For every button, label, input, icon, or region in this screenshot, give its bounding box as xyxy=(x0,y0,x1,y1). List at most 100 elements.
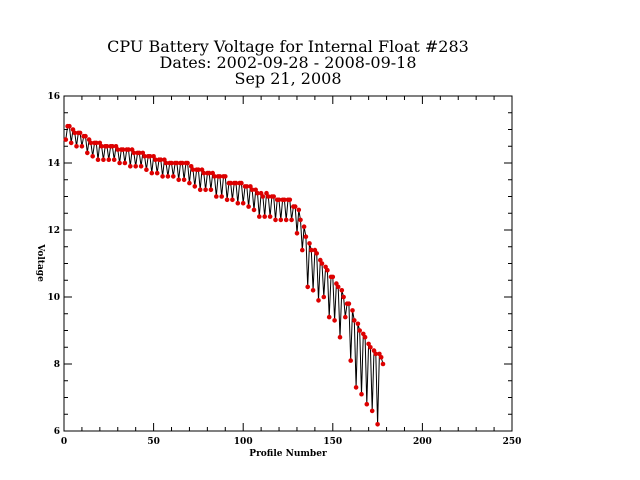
voltage-point xyxy=(348,358,354,363)
voltage-point xyxy=(257,214,262,219)
voltage-point xyxy=(203,187,208,193)
voltage-point xyxy=(153,157,158,162)
voltage-point xyxy=(303,234,309,239)
voltage-point xyxy=(163,160,169,166)
voltage-point xyxy=(106,157,112,162)
voltage-point xyxy=(244,184,250,189)
voltage-point xyxy=(160,174,165,179)
voltage-point xyxy=(83,133,88,139)
voltage-point xyxy=(255,190,260,196)
y-tick-label: 10 xyxy=(47,293,60,303)
voltage-point xyxy=(289,217,294,223)
voltage-point xyxy=(262,214,268,219)
voltage-point xyxy=(369,408,375,414)
voltage-point xyxy=(318,257,323,263)
voltage-point xyxy=(298,217,303,223)
voltage-point xyxy=(151,154,156,159)
voltage-point xyxy=(278,217,284,223)
x-tick-label: 0 xyxy=(61,437,67,447)
voltage-point xyxy=(197,187,203,193)
voltage-point xyxy=(110,144,115,149)
voltage-point xyxy=(120,147,126,152)
y-tick-label: 8 xyxy=(54,360,60,370)
voltage-point xyxy=(325,267,330,273)
voltage-point xyxy=(314,251,320,256)
voltage-point xyxy=(335,284,341,290)
voltage-point xyxy=(267,214,273,219)
voltage-point xyxy=(94,140,99,146)
voltage-point xyxy=(292,204,298,209)
voltage-point xyxy=(111,157,117,162)
voltage-point xyxy=(375,422,380,427)
x-tick-label: 200 xyxy=(413,437,432,447)
voltage-point xyxy=(337,334,343,340)
voltage-point xyxy=(171,174,176,179)
voltage-point xyxy=(273,217,278,223)
voltage-point xyxy=(185,160,190,166)
voltage-point xyxy=(343,314,348,320)
voltage-point xyxy=(378,355,384,360)
voltage-point xyxy=(138,164,144,169)
voltage-point xyxy=(350,308,355,313)
voltage-point xyxy=(326,314,332,320)
voltage-point xyxy=(212,174,217,179)
voltage-point xyxy=(373,351,379,357)
voltage-point xyxy=(137,150,142,156)
voltage-point xyxy=(224,197,230,203)
plot-frame xyxy=(63,95,513,432)
series-markers-group xyxy=(63,123,386,427)
voltage-point xyxy=(223,174,228,179)
voltage-point xyxy=(240,200,246,206)
voltage-point xyxy=(287,197,293,203)
voltage-point xyxy=(359,391,364,397)
voltage-point xyxy=(310,288,316,293)
voltage-point xyxy=(362,334,368,340)
series-line-group xyxy=(65,125,384,425)
voltage-point xyxy=(70,127,76,132)
voltage-point xyxy=(368,345,373,350)
voltage-point xyxy=(206,170,212,176)
chart-title: CPU Battery Voltage for Internal Float #… xyxy=(107,37,469,88)
x-axis-label: Profile Number xyxy=(249,449,327,459)
x-tick-label: 50 xyxy=(147,437,160,447)
x-tick-label: 150 xyxy=(323,437,342,447)
title-line-3: Sep 21, 2008 xyxy=(234,69,341,88)
voltage-point xyxy=(199,167,205,172)
voltage-point xyxy=(99,144,104,149)
voltage-point xyxy=(104,144,110,149)
y-tick-label: 14 xyxy=(47,159,60,169)
voltage-point xyxy=(165,174,171,179)
voltage-point xyxy=(174,160,180,166)
voltage-point xyxy=(339,288,345,293)
voltage-point xyxy=(95,157,101,162)
voltage-point xyxy=(90,154,95,159)
voltage-point xyxy=(307,241,312,246)
voltage-point xyxy=(149,170,155,176)
voltage-point xyxy=(319,261,325,266)
voltage-point xyxy=(330,274,336,280)
title-line-2: Dates: 2002-09-28 - 2008-09-18 xyxy=(159,53,416,72)
voltage-point xyxy=(301,224,307,229)
voltage-point xyxy=(147,154,153,159)
voltage-point xyxy=(126,147,131,152)
voltage-point xyxy=(300,247,305,253)
voltage-point xyxy=(355,321,361,327)
voltage-point xyxy=(214,194,219,199)
voltage-point xyxy=(187,180,192,186)
voltage-point xyxy=(128,164,133,169)
voltage-point xyxy=(283,217,289,223)
voltage-point xyxy=(176,177,181,183)
voltage-point xyxy=(217,174,223,179)
voltage-point xyxy=(181,177,187,183)
voltage-point xyxy=(235,200,241,206)
voltage-point xyxy=(346,301,352,307)
y-tick-label: 12 xyxy=(47,226,60,236)
voltage-point xyxy=(158,157,164,162)
voltage-point xyxy=(192,184,198,189)
voltage-point xyxy=(296,207,302,213)
voltage-point xyxy=(305,284,311,290)
voltage-point xyxy=(366,341,371,347)
voltage-point xyxy=(316,298,321,303)
voltage-point xyxy=(63,137,69,142)
voltage-point xyxy=(74,144,79,149)
